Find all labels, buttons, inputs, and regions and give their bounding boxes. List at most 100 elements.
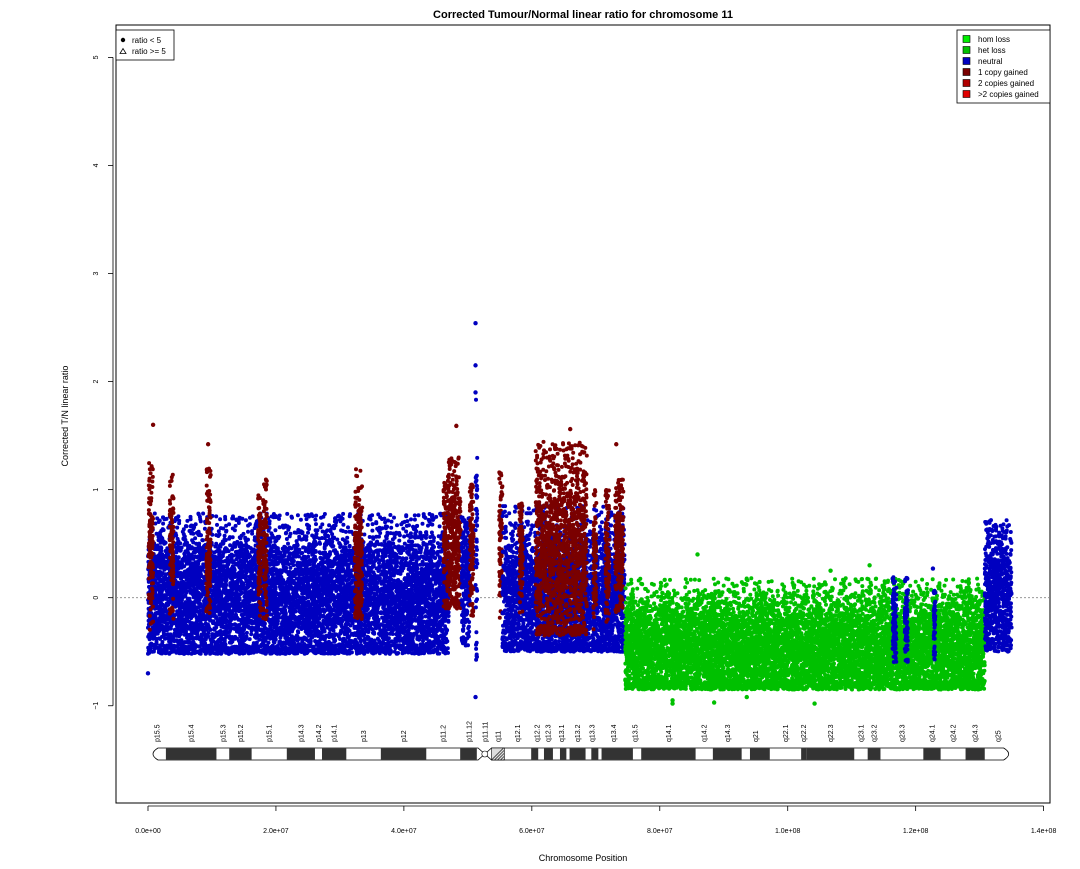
data-point	[346, 525, 350, 529]
data-point	[411, 548, 415, 552]
data-point	[186, 553, 190, 557]
data-point	[417, 513, 421, 517]
data-point	[392, 516, 396, 520]
data-point	[387, 636, 391, 640]
data-point	[193, 547, 197, 551]
data-point	[318, 550, 322, 554]
data-point	[223, 534, 227, 538]
data-point	[413, 532, 417, 536]
data-point	[395, 523, 399, 527]
y-axis-label: Corrected T/N linear ratio	[60, 366, 70, 467]
data-point	[284, 531, 288, 535]
data-point	[246, 530, 250, 534]
data-point	[297, 535, 301, 539]
data-point	[413, 518, 417, 522]
data-point	[366, 523, 370, 527]
chart-title: Corrected Tumour/Normal linear ratio for…	[433, 9, 733, 21]
data-point	[421, 541, 425, 545]
data-point	[304, 538, 308, 542]
data-point	[304, 513, 308, 517]
data-point	[413, 513, 417, 517]
data-point	[348, 514, 352, 518]
data-point	[288, 534, 292, 538]
x-axis-label: Chromosome Position	[539, 853, 628, 863]
data-point	[286, 542, 290, 546]
data-point	[153, 512, 157, 516]
data-point	[164, 541, 168, 545]
data-point	[273, 528, 277, 532]
data-point	[318, 572, 322, 576]
data-point	[310, 512, 314, 516]
data-point	[274, 539, 278, 543]
data-point	[221, 540, 225, 544]
data-point	[401, 527, 405, 531]
data-point	[176, 623, 180, 627]
data-point	[193, 550, 197, 554]
data-point	[319, 525, 323, 529]
data-point	[330, 569, 334, 573]
data-point	[237, 521, 241, 525]
data-point	[407, 523, 411, 527]
data-point	[189, 616, 193, 620]
data-point	[421, 522, 425, 526]
data-point	[212, 550, 216, 554]
data-point	[438, 524, 442, 528]
data-point	[214, 514, 218, 518]
data-point	[175, 526, 179, 530]
data-point	[190, 538, 194, 542]
data-point	[250, 532, 254, 536]
data-point	[160, 642, 164, 646]
data-point	[314, 522, 318, 526]
data-point	[184, 640, 188, 644]
data-point	[358, 651, 362, 655]
data-point	[291, 563, 295, 567]
data-point	[390, 520, 394, 524]
data-point	[380, 555, 384, 559]
data-point	[378, 515, 382, 519]
data-point	[182, 536, 186, 540]
data-point	[314, 514, 318, 518]
data-point	[368, 535, 372, 539]
data-point	[248, 637, 252, 641]
data-point	[158, 531, 162, 535]
data-point	[244, 518, 248, 522]
data-points	[146, 321, 1014, 706]
data-point	[429, 522, 433, 526]
data-point	[290, 516, 294, 520]
data-point	[227, 537, 231, 541]
data-point	[245, 631, 249, 635]
data-point	[404, 530, 408, 534]
data-point	[388, 513, 392, 517]
data-point	[370, 529, 374, 533]
data-point	[217, 529, 221, 533]
data-point	[409, 517, 413, 521]
data-point	[201, 512, 205, 516]
data-point	[278, 636, 282, 640]
data-point	[219, 629, 223, 633]
data-point	[445, 628, 449, 632]
data-point	[318, 537, 322, 541]
data-point	[218, 533, 222, 537]
data-point	[284, 604, 288, 608]
data-point	[447, 620, 451, 624]
data-point	[280, 616, 284, 620]
data-point	[402, 535, 406, 539]
data-point	[345, 540, 349, 544]
data-point	[203, 527, 207, 531]
data-point	[423, 551, 427, 555]
data-point	[437, 652, 441, 656]
data-point	[377, 561, 381, 565]
data-point	[386, 519, 390, 523]
data-point	[348, 544, 352, 548]
data-point	[291, 591, 295, 595]
data-point	[302, 583, 306, 587]
data-point	[313, 518, 317, 522]
data-point	[336, 574, 340, 578]
data-point	[305, 523, 309, 527]
data-point	[316, 528, 320, 532]
data-point	[345, 536, 349, 540]
data-point	[323, 536, 327, 540]
segment-points-neutral	[146, 512, 451, 656]
